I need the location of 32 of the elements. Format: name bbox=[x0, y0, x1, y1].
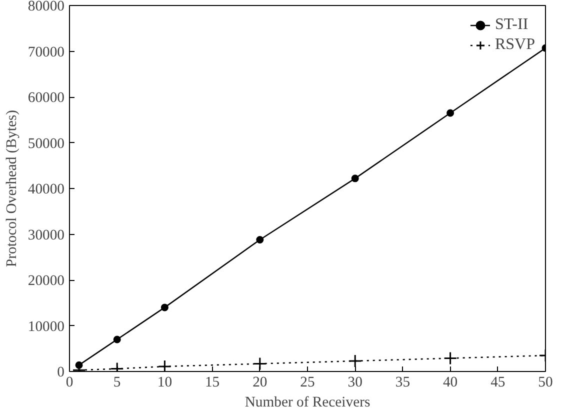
x-tick-label: 10 bbox=[157, 374, 172, 390]
y-tick-label: 40000 bbox=[28, 182, 64, 198]
x-tick-label: 20 bbox=[252, 374, 268, 390]
y-tick-label: 70000 bbox=[28, 44, 64, 60]
x-axis-title: Number of Receivers bbox=[244, 394, 370, 410]
y-tick-label: 30000 bbox=[28, 227, 64, 244]
x-tick-label: 35 bbox=[395, 374, 410, 390]
point bbox=[256, 236, 264, 244]
x-tick-label: 15 bbox=[204, 374, 220, 390]
y-tick-label: 10000 bbox=[28, 318, 64, 335]
x-tick-label: 5 bbox=[113, 374, 121, 390]
point bbox=[113, 336, 121, 344]
y-axis-title: Protocol Overhead (Bytes) bbox=[4, 110, 20, 268]
x-tick-label: 25 bbox=[300, 374, 315, 390]
point bbox=[253, 356, 267, 370]
point bbox=[348, 354, 362, 368]
legend-label: ST-II bbox=[494, 16, 528, 34]
y-tick-label: 80000 bbox=[28, 0, 64, 14]
point bbox=[160, 304, 168, 312]
y-tick-label: 0 bbox=[57, 364, 64, 380]
legend-label: RSVP bbox=[494, 36, 535, 54]
x-tick-label: 45 bbox=[490, 374, 506, 390]
x-tick-label: 50 bbox=[538, 374, 553, 390]
point bbox=[351, 174, 359, 182]
y-tick-label: 50000 bbox=[28, 136, 64, 152]
point bbox=[446, 109, 454, 117]
y-tick-label: 60000 bbox=[28, 90, 64, 106]
x-tick-label: 40 bbox=[442, 374, 458, 390]
point bbox=[444, 351, 458, 365]
x-tick-label: 30 bbox=[348, 374, 362, 390]
y-tick-label: 20000 bbox=[28, 273, 64, 289]
point bbox=[158, 360, 172, 372]
